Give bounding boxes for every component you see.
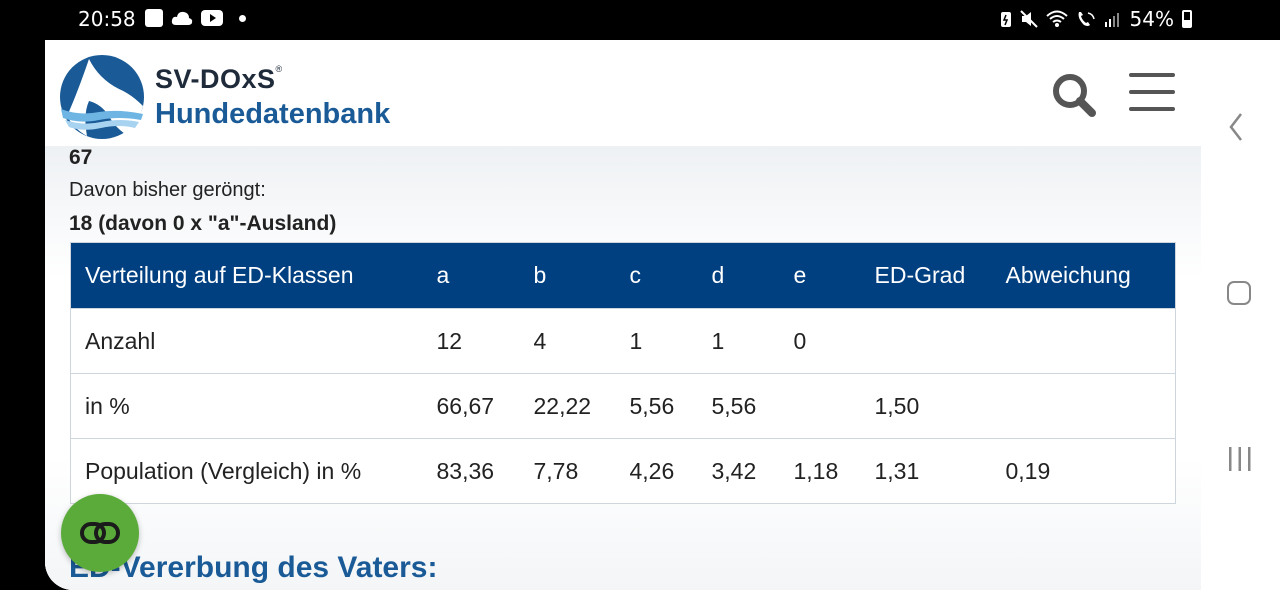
back-icon[interactable] [1228,112,1244,142]
table-row: Population (Vergleich) in % 83,36 7,78 4… [70,438,1176,504]
table-cell: 66,67 [422,373,520,439]
table-cell: 0 [779,308,861,374]
brand-subtitle: Hundedatenbank [155,98,391,130]
hamburger-menu-button[interactable] [1129,73,1175,113]
table-cell: 4,26 [615,438,698,504]
table-cell: 7,78 [519,438,616,504]
ed-distribution-table: Verteilung auf ED-Klassen a b c d e ED-G… [70,242,1176,504]
image-icon [145,9,163,27]
table-cell: 1 [615,308,698,374]
mute-icon [1019,10,1038,28]
notification-icons [145,9,246,27]
table-cell: 83,36 [422,438,520,504]
table-cell: 1,31 [860,438,992,504]
table-cell: in % [70,373,423,439]
cloud-icon [171,11,193,25]
brand-name: SV-DOxS® [155,64,283,94]
table-cell [779,373,861,439]
table-row: in % 66,67 22,22 5,56 5,56 1,50 [70,373,1176,439]
wifi-icon [1045,10,1068,27]
table-cell: Anzahl [70,308,423,374]
column-header: b [519,242,616,309]
link-icon [80,522,120,544]
table-cell: 5,56 [697,373,780,439]
table-cell: 4 [519,308,616,374]
dot-icon [239,14,246,22]
status-bar: 20:58 54% [0,0,1280,40]
table-cell: 0,19 [991,438,1176,504]
column-header: e [779,242,861,309]
graded-label: Davon bisher geröngt: [69,179,266,201]
search-icon[interactable] [1051,72,1097,118]
battery-icon [1182,10,1192,28]
recent-apps-icon[interactable] [1228,446,1252,472]
wifi-calling-icon [1078,12,1095,26]
system-icons: 54% [1000,7,1192,31]
table-header-row: Verteilung auf ED-Klassen a b c d e ED-G… [70,242,1176,309]
site-logo[interactable] [59,54,145,140]
accessibility-fab-button[interactable] [61,494,139,572]
status-time: 20:58 [78,7,136,31]
android-nav-bar [1201,40,1280,590]
column-header: a [422,242,520,309]
browser-viewport: 67 Davon bisher geröngt: 18 (davon 0 x "… [45,40,1201,590]
table-cell [860,308,992,374]
column-header: Verteilung auf ED-Klassen [70,242,423,309]
table-cell: Population (Vergleich) in % [70,438,423,504]
table-cell: 1,50 [860,373,992,439]
column-header: c [615,242,698,309]
page-content: 67 Davon bisher geröngt: 18 (davon 0 x "… [45,146,1201,590]
battery-percent: 54% [1129,7,1174,31]
table-cell: 3,42 [697,438,780,504]
table-cell: 12 [422,308,520,374]
table-cell [991,308,1176,374]
home-icon[interactable] [1227,281,1251,305]
column-header: Abweichung [991,242,1176,309]
table-cell: 22,22 [519,373,616,439]
youtube-icon [201,10,223,26]
column-header: ED-Grad [860,242,992,309]
table-cell [991,373,1176,439]
battery-saver-icon [1000,12,1011,27]
offspring-count: 67 [69,146,93,169]
table-cell: 5,56 [615,373,698,439]
site-header: SV-DOxS® Hundedatenbank [45,40,1201,146]
table-cell: 1,18 [779,438,861,504]
table-cell: 1 [697,308,780,374]
table-row: Anzahl 12 4 1 1 0 [70,308,1176,374]
signal-icon [1104,13,1119,27]
column-header: d [697,242,780,309]
graded-value: 18 (davon 0 x "a"-Ausland) [69,212,337,235]
